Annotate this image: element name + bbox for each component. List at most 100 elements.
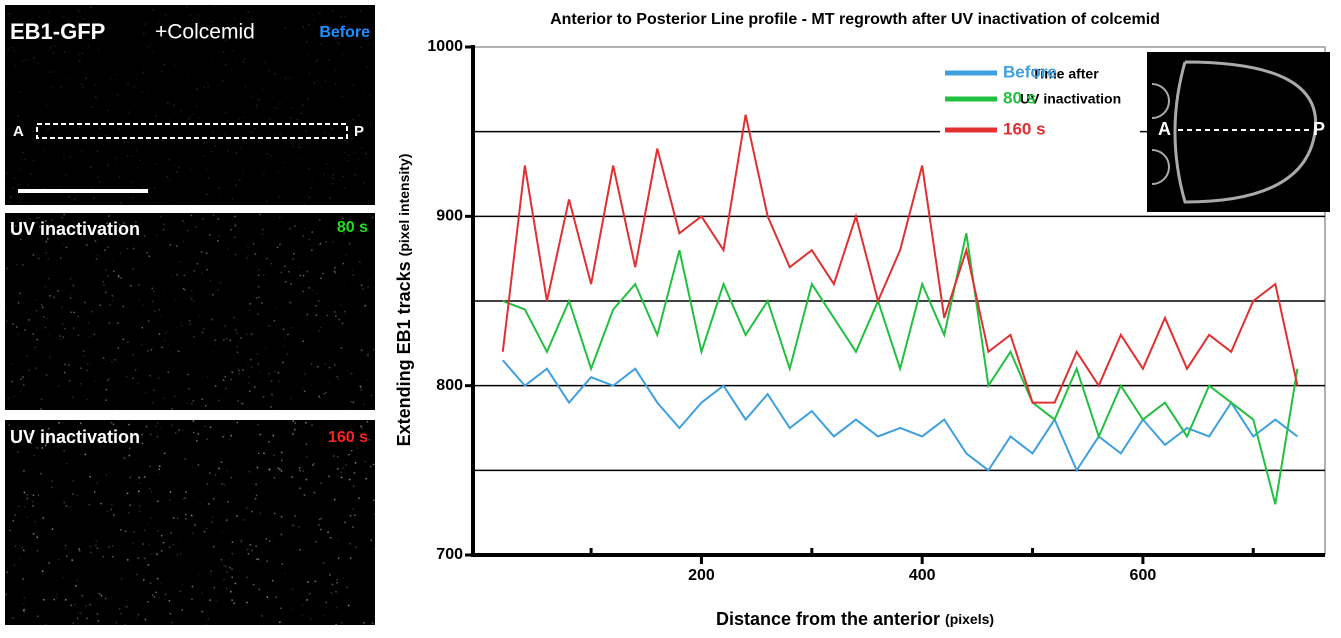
speckle	[189, 14, 192, 17]
speckle	[181, 429, 184, 431]
speckle	[264, 147, 266, 149]
speckle	[234, 149, 236, 151]
speckle	[341, 95, 343, 98]
speckle	[333, 340, 335, 342]
speckle	[13, 395, 15, 398]
speckle	[230, 68, 232, 71]
speckle	[170, 424, 173, 427]
speckle	[238, 370, 241, 372]
speckle	[32, 494, 35, 497]
speckle	[95, 258, 98, 260]
speckle	[14, 514, 17, 516]
speckle	[49, 295, 51, 297]
speckle	[230, 229, 232, 231]
speckle	[216, 331, 219, 334]
speckle	[152, 480, 154, 482]
speckle	[262, 89, 265, 91]
speckle	[172, 517, 175, 519]
speckle	[305, 422, 307, 424]
speckle	[134, 68, 136, 70]
speckle	[132, 268, 134, 270]
speckle	[231, 576, 233, 579]
speckle	[135, 149, 138, 151]
speckle	[330, 592, 333, 594]
speckle	[81, 594, 83, 597]
speckle	[314, 580, 317, 583]
speckle	[350, 400, 353, 403]
speckle	[320, 528, 322, 531]
speckle	[201, 331, 204, 334]
speckle	[91, 186, 93, 188]
speckle	[114, 359, 116, 361]
speckle	[119, 529, 122, 531]
speckle	[16, 326, 18, 328]
speckle	[348, 242, 351, 245]
speckle	[240, 147, 242, 149]
speckle	[68, 379, 71, 382]
speckle	[320, 86, 323, 89]
speckle	[107, 164, 109, 166]
speckle	[279, 468, 281, 470]
speckle	[306, 270, 309, 273]
speckle	[320, 42, 322, 45]
speckle	[160, 314, 163, 317]
speckle	[191, 585, 194, 588]
speckle	[356, 145, 358, 147]
speckle	[14, 225, 17, 227]
speckle	[356, 196, 358, 198]
speckle	[323, 393, 325, 395]
speckle	[261, 615, 263, 617]
speckle	[236, 346, 238, 348]
speckle	[370, 465, 372, 468]
speckle	[300, 112, 303, 115]
speckle	[279, 243, 281, 246]
speckle	[37, 494, 40, 496]
speckle	[295, 45, 297, 47]
speckle	[332, 183, 334, 185]
speckle	[135, 221, 137, 223]
speckle	[13, 177, 15, 180]
speckle	[230, 378, 232, 381]
speckle	[348, 154, 350, 156]
speckle	[163, 597, 166, 600]
speckle	[280, 451, 283, 454]
speckle	[60, 257, 62, 259]
speckle	[214, 190, 216, 192]
speckle	[211, 521, 213, 523]
speckle	[135, 616, 138, 619]
speckle	[270, 303, 272, 305]
speckle	[342, 577, 344, 579]
speckle	[103, 284, 105, 286]
speckle	[117, 274, 120, 277]
speckle	[214, 343, 216, 346]
speckle	[23, 470, 25, 472]
speckle	[190, 169, 192, 172]
speckle	[320, 277, 322, 280]
speckle	[326, 189, 329, 192]
speckle	[196, 440, 198, 442]
speckle	[104, 291, 107, 294]
speckle	[149, 582, 152, 584]
speckle	[284, 572, 287, 575]
speckle	[260, 371, 262, 374]
speckle	[78, 53, 80, 55]
speckle	[134, 434, 136, 436]
speckle	[158, 309, 160, 311]
speckle	[213, 586, 216, 589]
speckle	[62, 336, 65, 338]
speckle	[201, 592, 203, 595]
speckle	[343, 187, 346, 189]
speckle	[225, 565, 228, 568]
speckle	[33, 57, 35, 59]
speckle	[76, 617, 79, 620]
speckle	[63, 213, 65, 216]
speckle	[311, 424, 313, 426]
speckle	[304, 373, 306, 375]
data-line	[501, 114, 1299, 404]
speckle	[157, 530, 159, 533]
speckle	[229, 339, 231, 342]
speckle	[151, 300, 154, 303]
speckle	[88, 336, 91, 338]
speckle	[358, 114, 360, 117]
speckle	[157, 20, 159, 23]
